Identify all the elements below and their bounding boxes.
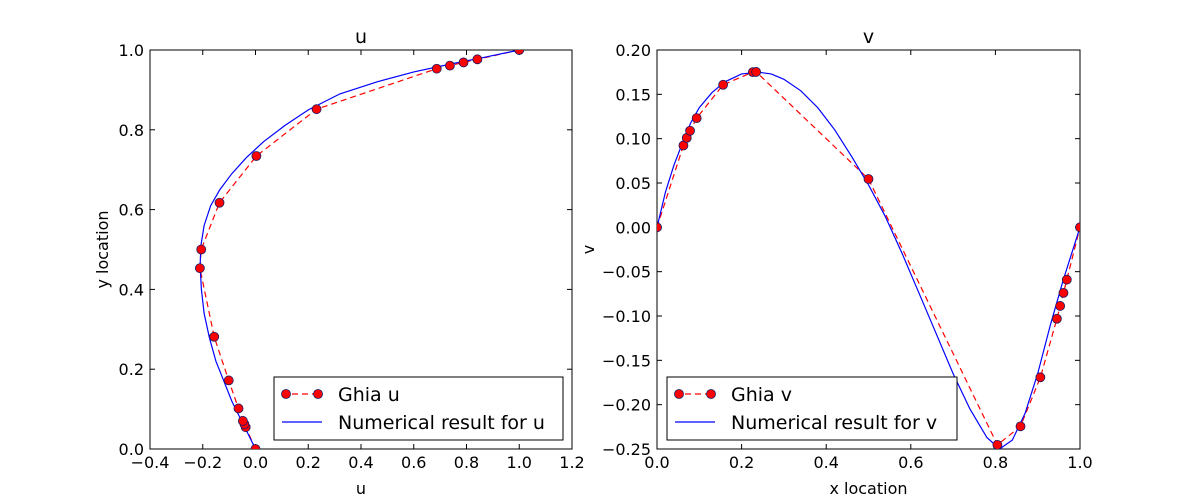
- ghia-point: [1015, 421, 1026, 432]
- x-tick-label: −0.4: [131, 453, 170, 472]
- x-tick-label: 0.4: [813, 453, 838, 472]
- legend-box: [666, 376, 958, 441]
- ghia-point: [472, 54, 483, 65]
- y-tick-label: −0.25: [602, 440, 651, 459]
- y-tick-label: 0.00: [615, 218, 651, 237]
- ghia-point: [1051, 313, 1062, 324]
- ghia-point: [194, 263, 205, 274]
- y-tick-label: 0.6: [119, 201, 144, 220]
- x-tick-label: 0.2: [296, 453, 321, 472]
- y-tick-label: −0.10: [602, 307, 651, 326]
- y-tick-label: 0.15: [615, 85, 651, 104]
- y-tick-label: 0.20: [615, 41, 651, 60]
- y-tick-label: 1.0: [119, 41, 144, 60]
- chart-v: 0.0 0.2 0.4 0.6 0.8 1.0 −0.25 −0.20 −0.15 −0.10 −0…: [579, 26, 1093, 498]
- ghia-point: [431, 63, 442, 74]
- x-tick-label: 1.0: [1067, 453, 1092, 472]
- ghia-point: [251, 151, 262, 161]
- ghia-point: [1055, 301, 1066, 311]
- y-axis-label: y location: [93, 210, 112, 288]
- x-tick-label: −0.2: [183, 453, 222, 472]
- ghia-point: [1058, 287, 1069, 298]
- ghia-point: [514, 50, 525, 55]
- ghia-point: [238, 416, 248, 426]
- y-tick-label: −0.20: [602, 396, 651, 415]
- ghia-point: [233, 403, 244, 414]
- y-tick-label: 0.10: [615, 130, 651, 149]
- x-tick-label: 1.2: [559, 453, 584, 472]
- ghia-point: [992, 439, 1003, 449]
- ghia-point: [863, 174, 874, 184]
- ghia-point: [718, 79, 729, 90]
- ghia-point: [445, 60, 455, 71]
- x-tick-label: 0.0: [644, 453, 669, 472]
- x-axis-label: u: [356, 479, 366, 498]
- legend-ghia-marker: [706, 389, 716, 399]
- x-tick-label: 0.8: [454, 453, 479, 472]
- x-axis-label: x location: [829, 479, 907, 498]
- legend-ghia-marker: [674, 389, 684, 399]
- ghia-point: [209, 331, 220, 342]
- ghia-point: [214, 197, 225, 208]
- ghia-point: [657, 222, 662, 233]
- chart-u: −0.4 −0.2 0.0 0.2 0.4 0.6 0.8 1.0 1.2 0.0 0.2 0.4 0.…: [93, 26, 585, 498]
- ghia-point: [196, 244, 207, 255]
- ghia-point: [250, 444, 261, 449]
- legend-ghia-label: Ghia u: [338, 384, 400, 406]
- ghia-point: [1035, 372, 1046, 383]
- legend-numerical-label: Numerical result for u: [338, 412, 545, 434]
- ghia-point: [691, 113, 702, 124]
- ghia-point: [1061, 274, 1072, 285]
- x-tick-label: 0.0: [243, 453, 268, 472]
- y-tick-label: 0.05: [615, 174, 651, 193]
- ghia-point: [751, 67, 762, 77]
- series-numerical-line: [657, 71, 1080, 449]
- y-tick-label: 0.8: [119, 121, 144, 140]
- y-axis-label: v: [579, 245, 598, 254]
- legend-numerical-label: Numerical result for v: [731, 412, 937, 434]
- x-tick-label: 0.8: [983, 453, 1008, 472]
- chart-title: v: [863, 26, 874, 48]
- legend-ghia-marker: [313, 389, 323, 399]
- x-tick-label: 0.6: [898, 453, 923, 472]
- legend-ghia-marker: [281, 389, 291, 399]
- legend-box: [273, 376, 564, 441]
- y-tick-label: 0.4: [119, 280, 144, 299]
- ghia-point: [1075, 222, 1080, 233]
- chart-title: u: [355, 26, 367, 48]
- legend-ghia-label: Ghia v: [731, 384, 792, 406]
- x-tick-label: 1.0: [507, 453, 532, 472]
- y-tick-label: 0.0: [119, 440, 144, 459]
- y-tick-label: 0.2: [119, 360, 144, 379]
- ghia-point: [311, 104, 322, 115]
- y-tick-label: −0.05: [602, 263, 651, 282]
- y-tick-label: −0.15: [602, 351, 651, 370]
- x-tick-label: 0.4: [348, 453, 373, 472]
- ghia-point: [223, 375, 234, 386]
- x-tick-label: 0.2: [729, 453, 754, 472]
- ghia-point: [685, 125, 695, 136]
- ghia-point: [458, 57, 469, 68]
- x-tick-label: 0.6: [401, 453, 426, 472]
